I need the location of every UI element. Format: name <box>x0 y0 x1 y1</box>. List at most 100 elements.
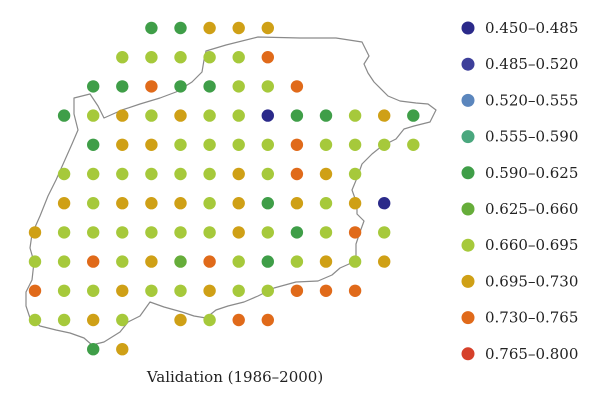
station-dot <box>203 313 216 327</box>
station-dot <box>145 21 158 35</box>
legend-item: 0.765–0.800 <box>461 345 578 363</box>
station-dot <box>116 313 129 327</box>
station-dot <box>116 284 129 297</box>
legend-label: 0.450–0.485 <box>485 19 578 37</box>
station-dot <box>87 167 100 181</box>
station-dot <box>319 226 333 239</box>
station-dot <box>348 138 362 151</box>
station-dot <box>28 284 42 297</box>
station-dot <box>319 284 333 297</box>
legend-label: 0.520–0.555 <box>485 91 578 109</box>
station-dot <box>116 51 129 64</box>
station-dot <box>348 284 362 297</box>
station-dot <box>174 284 187 297</box>
legend-label: 0.695–0.730 <box>485 272 578 290</box>
station-dot <box>261 255 274 268</box>
station-dot <box>232 21 245 35</box>
station-dot <box>232 255 245 268</box>
station-dot <box>57 226 71 239</box>
station-dot <box>261 21 274 35</box>
legend-item: 0.730–0.765 <box>461 309 578 327</box>
station-dot <box>348 109 362 122</box>
station-dot <box>407 138 420 151</box>
station-dot <box>174 80 187 93</box>
station-dot <box>261 226 274 239</box>
station-dot <box>232 138 245 151</box>
station-dot <box>116 197 129 210</box>
station-dot <box>145 167 158 181</box>
legend-item: 0.625–0.660 <box>461 200 578 218</box>
station-dot <box>116 138 129 151</box>
legend-label: 0.730–0.765 <box>485 309 578 327</box>
station-dot <box>174 197 187 210</box>
station-dot <box>116 226 129 239</box>
legend-swatch <box>461 93 475 107</box>
legend-swatch <box>461 274 475 288</box>
station-dot <box>232 284 245 297</box>
station-dot <box>116 343 129 356</box>
station-dot <box>261 167 274 181</box>
legend-swatch <box>461 238 475 252</box>
legend-label: 0.555–0.590 <box>485 128 578 146</box>
station-dot <box>290 167 304 181</box>
station-dot <box>261 197 274 210</box>
station-dot <box>348 226 362 239</box>
station-dot <box>145 80 158 93</box>
station-dot <box>378 197 391 210</box>
station-dot <box>203 167 216 181</box>
station-dot <box>174 21 187 35</box>
legend-label: 0.590–0.625 <box>485 164 578 182</box>
legend-item: 0.695–0.730 <box>461 272 578 290</box>
legend-label: 0.765–0.800 <box>485 345 578 363</box>
station-dot <box>378 109 391 122</box>
station-dot <box>116 167 129 181</box>
station-dot <box>87 255 100 268</box>
station-dot <box>407 109 420 122</box>
station-dot <box>174 138 187 151</box>
station-dot <box>203 226 216 239</box>
station-dot <box>319 138 333 151</box>
station-dot <box>145 284 158 297</box>
station-dot <box>378 138 391 151</box>
station-dot <box>261 138 274 151</box>
station-dot <box>203 21 216 35</box>
station-dot <box>87 138 100 151</box>
station-dot <box>174 167 187 181</box>
station-dot <box>174 255 187 268</box>
station-dot <box>174 226 187 239</box>
legend-swatch <box>461 57 475 71</box>
legend-swatch <box>461 166 475 180</box>
station-dot <box>348 255 362 268</box>
station-dot <box>87 226 100 239</box>
legend-item: 0.660–0.695 <box>461 236 578 254</box>
legend-item: 0.520–0.555 <box>461 91 578 109</box>
station-dot <box>232 80 245 93</box>
station-dot <box>174 51 187 64</box>
station-dot <box>232 51 245 64</box>
legend-label: 0.660–0.695 <box>485 236 578 254</box>
station-dot <box>174 109 187 122</box>
station-dot <box>261 80 274 93</box>
region-boundary <box>25 36 437 346</box>
station-dot <box>203 138 216 151</box>
station-dot <box>87 284 100 297</box>
station-dot <box>378 226 391 239</box>
station-dot <box>87 197 100 210</box>
station-dot <box>203 109 216 122</box>
legend-swatch <box>461 347 475 361</box>
station-dot <box>261 51 274 64</box>
station-dot <box>232 109 245 122</box>
legend-swatch <box>461 130 475 144</box>
station-dot <box>87 80 100 93</box>
station-dot <box>87 343 100 356</box>
legend-item: 0.450–0.485 <box>461 19 578 37</box>
station-dot <box>57 167 71 181</box>
station-dot <box>57 255 71 268</box>
station-dot <box>290 138 304 151</box>
legend-swatch <box>461 311 475 325</box>
legend-label: 0.485–0.520 <box>485 55 578 73</box>
station-dot <box>203 255 216 268</box>
station-dot <box>87 109 100 122</box>
legend-item: 0.485–0.520 <box>461 55 578 73</box>
station-points <box>28 21 420 356</box>
